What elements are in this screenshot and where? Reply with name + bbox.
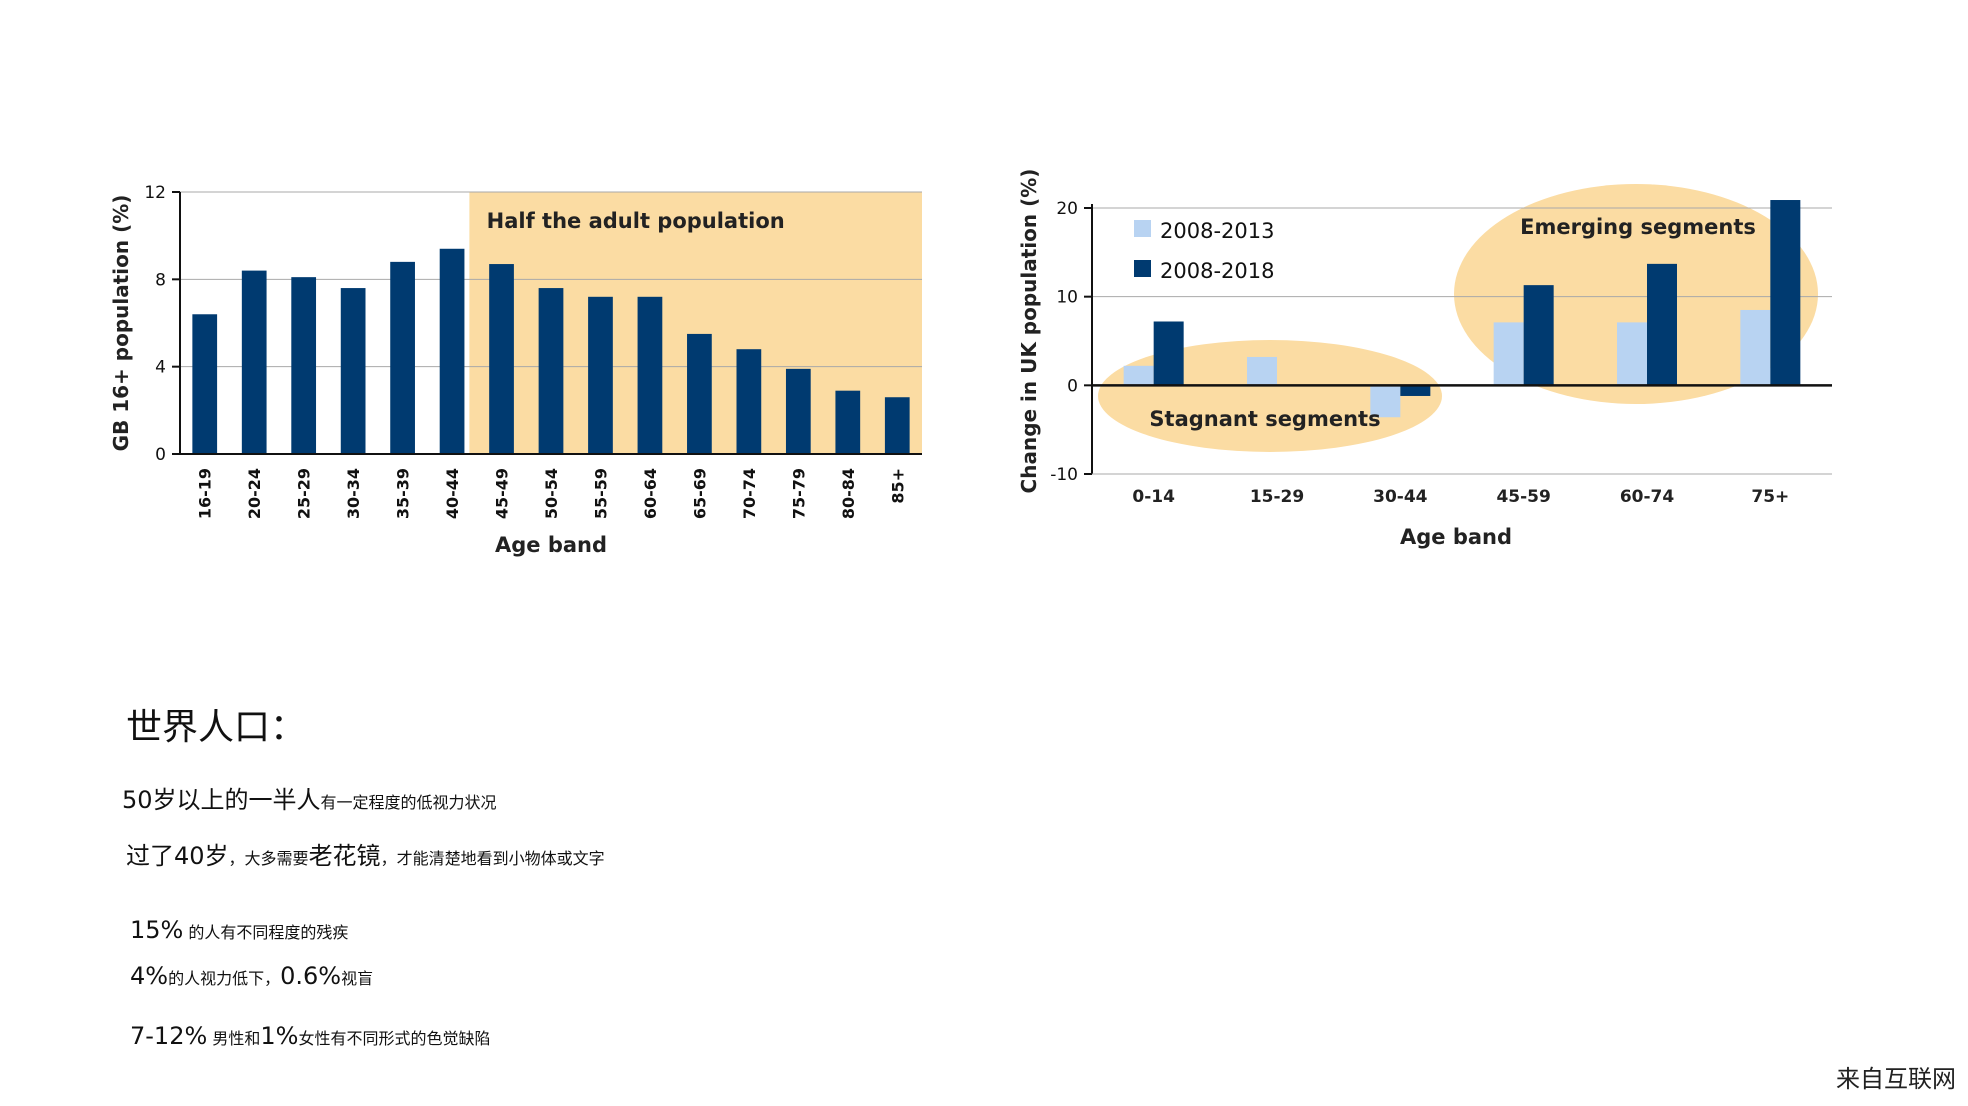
x-axis-label: Age band — [495, 533, 607, 557]
x-tick-label: 60-74 — [1620, 487, 1675, 507]
y-axis-label: Change in UK population (%) — [1017, 169, 1041, 494]
y-tick-label: 4 — [155, 358, 166, 378]
highlight-label: Half the adult population — [487, 209, 785, 233]
bar — [291, 277, 317, 454]
bar — [835, 390, 861, 454]
x-tick-label: 25-29 — [295, 468, 314, 519]
note-line-4-percent-a: 4% — [130, 962, 169, 990]
note-line-2-glasses: 老花镜 — [308, 842, 381, 870]
bar — [1153, 321, 1184, 386]
legend-label: 2008-2013 — [1160, 219, 1274, 243]
bar — [192, 314, 218, 454]
note-line-4-detail-b: 视盲 — [341, 969, 374, 988]
note-line-1-emphasis: 50岁以上的一半人 — [122, 786, 321, 814]
bar — [390, 261, 415, 454]
bar — [340, 288, 366, 454]
y-tick-label: 8 — [155, 270, 166, 290]
note-line-5-detail-b: 女性有不同形式的色觉缺陷 — [298, 1029, 491, 1048]
x-tick-label: 30-44 — [1373, 487, 1428, 507]
bar — [785, 368, 811, 454]
y-tick-label: 0 — [155, 445, 166, 465]
bar — [637, 296, 663, 454]
note-line-3: 15% 的人有不同程度的残疾 — [130, 916, 348, 944]
y-tick-label: 12 — [144, 183, 166, 203]
watermark-text: 来自互联网 — [1836, 1065, 1956, 1093]
x-tick-label: 35-39 — [394, 468, 413, 519]
note-line-5-percent-a: 7-12% — [130, 1022, 208, 1050]
x-tick-label: 0-14 — [1132, 487, 1175, 507]
note-line-2-age: 过了40岁 — [126, 842, 229, 870]
note-line-5-percent-b: 1% — [260, 1022, 299, 1050]
emerging-label: Emerging segments — [1520, 215, 1756, 239]
note-line-2-detail-a: ，大多需要 — [228, 849, 309, 868]
bar — [687, 333, 712, 454]
bar — [1123, 365, 1154, 386]
stagnant-highlight — [1098, 340, 1442, 452]
note-line-1-detail: 有一定程度的低视力状况 — [320, 793, 497, 812]
note-line-3-detail: 的人有不同程度的残疾 — [183, 923, 349, 942]
age-distribution-chart: 0 4 8 12 16-19 20-24 25-29 30-34 35-39 40-44 45-49… — [109, 183, 922, 557]
x-tick-label: 30-34 — [344, 468, 363, 519]
note-line-2-detail-b: ，才能清楚地看到小物体或文字 — [380, 849, 605, 868]
x-tick-label: 50-54 — [542, 468, 561, 519]
x-tick-label: 45-59 — [1496, 487, 1550, 507]
x-tick-label: 40-44 — [443, 468, 462, 519]
x-tick-label: 45-49 — [493, 468, 512, 519]
x-tick-label: 85+ — [888, 468, 907, 504]
bar — [1617, 322, 1647, 386]
notes-title: 世界人口： — [126, 707, 307, 748]
x-tick-label: 75-79 — [789, 468, 808, 519]
note-line-4-detail-a: 的人视力低下， — [168, 969, 281, 988]
x-tick-label: 75+ — [1751, 487, 1789, 507]
y-axis-label: GB 16+ population (%) — [109, 195, 133, 452]
note-line-4: 4%的人视力低下，0.6%视盲 — [130, 962, 373, 990]
y-tick-label: -10 — [1050, 465, 1078, 485]
bar — [1770, 200, 1801, 386]
bar — [1523, 285, 1554, 386]
bar — [1247, 356, 1277, 386]
population-change-chart: -10 0 10 20 0-14 15-29 30-44 45-59 60-74 75+ 2008-… — [1017, 169, 1832, 549]
bar — [241, 270, 267, 454]
note-line-5-detail-a: 男性和 — [207, 1029, 261, 1048]
note-line-3-percent: 15% — [130, 916, 184, 944]
legend-label: 2008-2018 — [1160, 259, 1274, 283]
x-tick-label: 15-29 — [1250, 487, 1304, 507]
bar — [736, 349, 762, 454]
y-tick-label: 0 — [1067, 376, 1078, 396]
x-tick-label: 16-19 — [196, 468, 215, 519]
x-tick-label: 55-59 — [591, 468, 610, 519]
note-line-1: 50岁以上的一半人有一定程度的低视力状况 — [122, 780, 497, 815]
x-axis-label: Age band — [1400, 525, 1512, 549]
stagnant-label: Stagnant segments — [1149, 407, 1380, 431]
x-tick-label: 20-24 — [245, 468, 264, 519]
legend-swatch — [1134, 260, 1151, 277]
bar — [439, 248, 465, 454]
y-tick-label: 10 — [1056, 288, 1078, 308]
bar — [884, 397, 910, 454]
bar — [588, 296, 613, 454]
bar — [489, 264, 514, 454]
bar — [1370, 385, 1401, 418]
y-tick-label: 20 — [1056, 199, 1078, 219]
bar — [1400, 385, 1431, 396]
legend-swatch — [1134, 220, 1151, 237]
x-tick-label: 70-74 — [740, 468, 759, 519]
note-line-2: 过了40岁，大多需要老花镜，才能清楚地看到小物体或文字 — [126, 836, 605, 871]
x-tick-label: 65-69 — [690, 468, 709, 519]
x-tick-label: 80-84 — [839, 468, 858, 519]
bar — [538, 288, 564, 454]
note-line-5: 7-12% 男性和1%女性有不同形式的色觉缺陷 — [130, 1022, 490, 1050]
x-tick-label: 60-64 — [641, 468, 660, 519]
note-line-4-percent-b: 0.6% — [280, 962, 342, 990]
bar — [1493, 322, 1524, 386]
bar — [1647, 263, 1677, 386]
bar — [1740, 309, 1771, 386]
